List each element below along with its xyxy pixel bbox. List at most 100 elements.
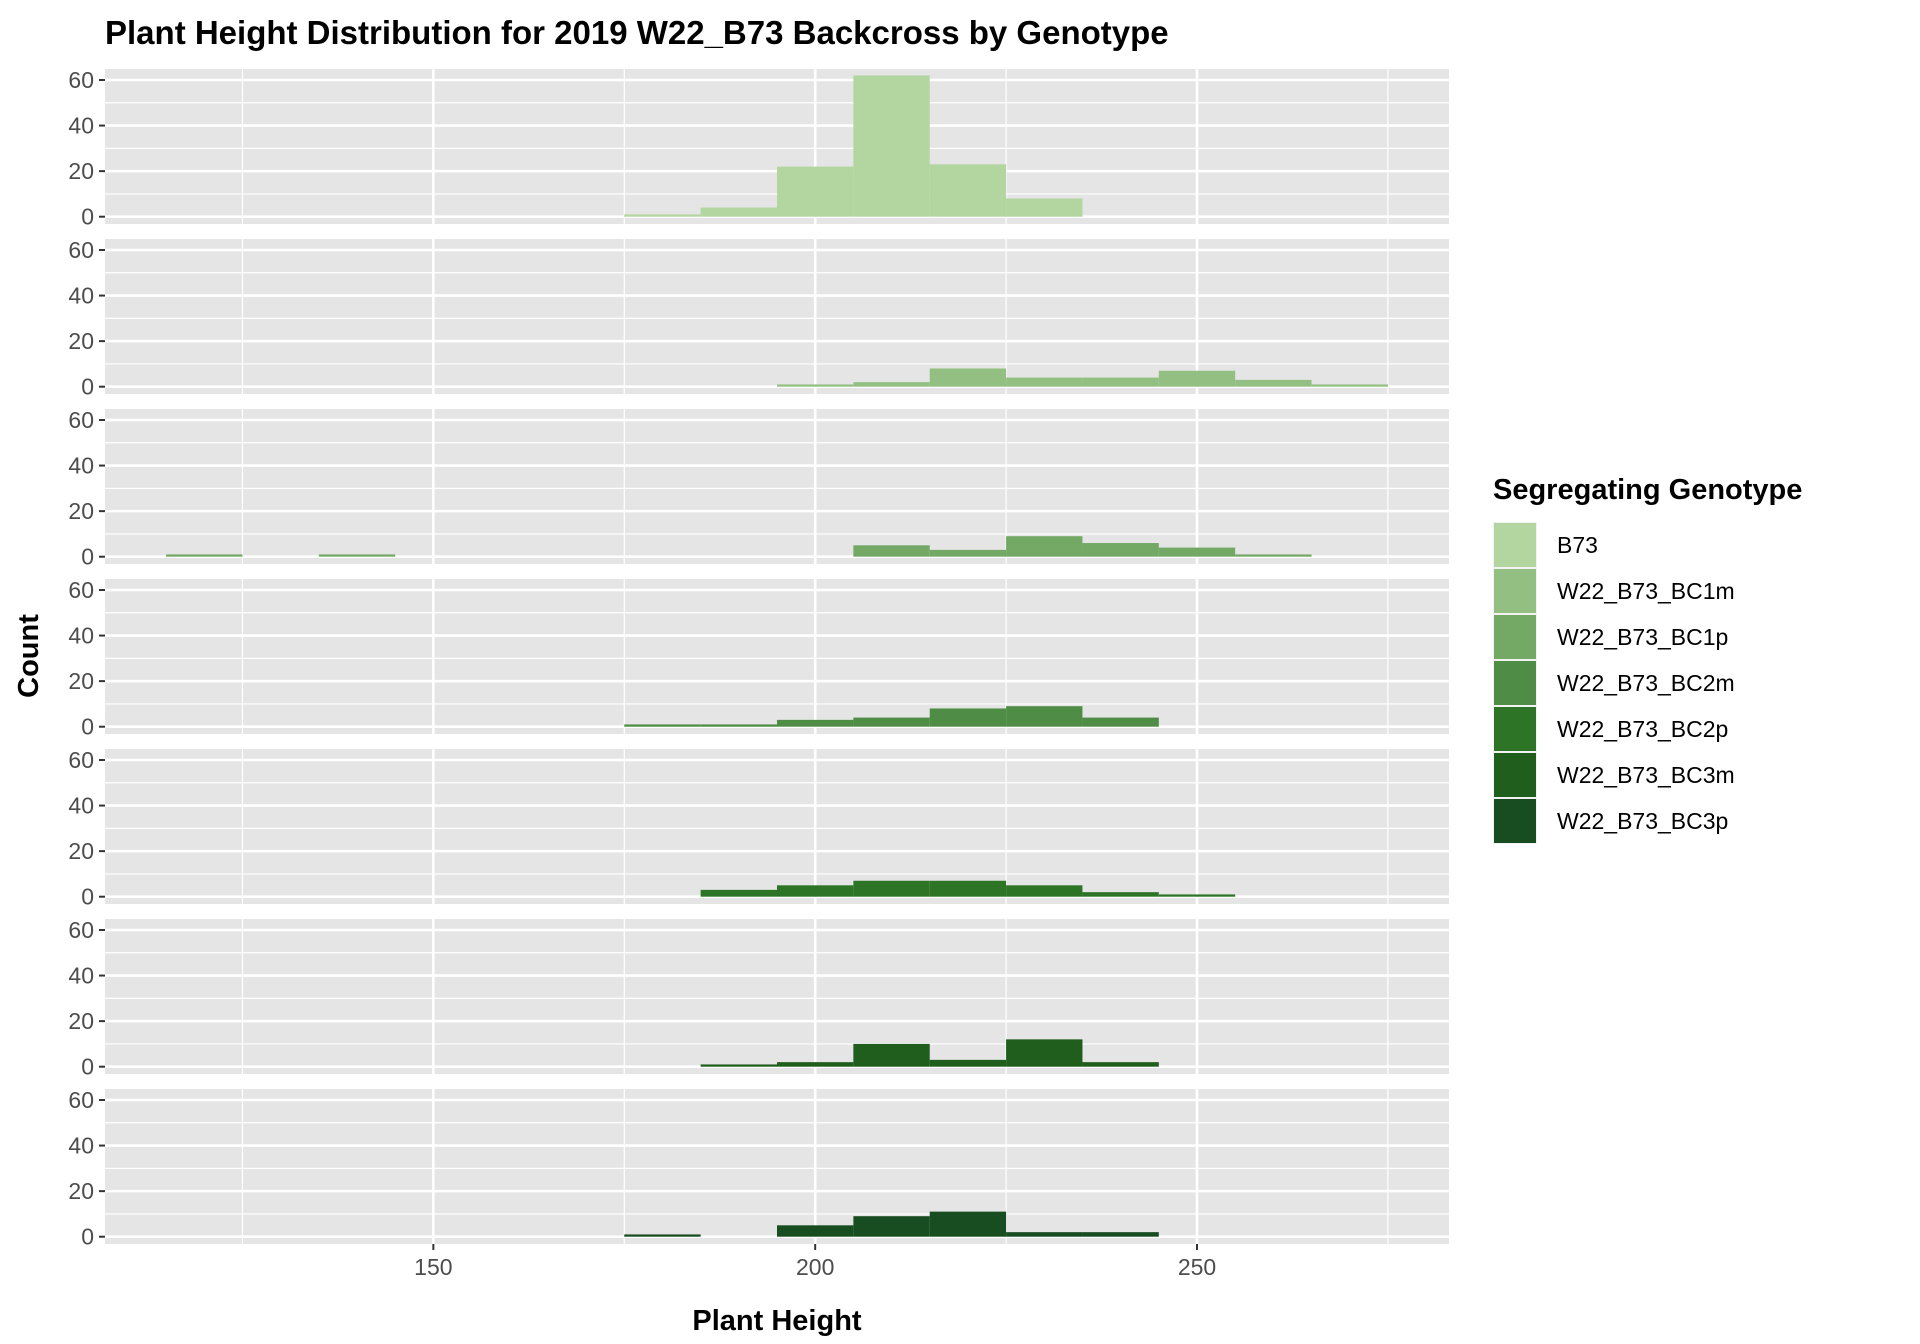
histogram-bar: [1006, 1039, 1083, 1067]
histogram-bar: [1006, 377, 1083, 387]
histogram-bar: [624, 214, 701, 217]
histogram-bar: [853, 545, 930, 557]
legend-swatch: [1494, 615, 1536, 659]
histogram-bar: [700, 889, 777, 897]
legend-label: W22_B73_BC3m: [1557, 762, 1735, 788]
legend-swatch: [1494, 523, 1536, 567]
histogram-bar: [777, 166, 854, 217]
x-axis: 150 200 250: [414, 1244, 1216, 1280]
histogram-bar: [853, 75, 930, 217]
y-tick-label: 20: [68, 1008, 94, 1034]
histogram-bar: [929, 880, 1007, 897]
legend-swatch: [1494, 753, 1536, 797]
y-tick-label: 20: [68, 1178, 94, 1204]
histogram-bar: [1082, 1232, 1159, 1237]
y-tick-label: 40: [68, 283, 94, 309]
y-tick-label: 40: [68, 453, 94, 479]
facet-panel: 0 20 40 60: [68, 747, 1449, 910]
y-tick-label: 0: [81, 1224, 94, 1250]
histogram-bar: [1082, 1062, 1159, 1067]
histogram-bar: [624, 724, 701, 727]
histogram-bar: [1082, 543, 1159, 557]
legend-swatch: [1494, 799, 1536, 843]
y-tick-label: 0: [81, 884, 94, 910]
legend-label: B73: [1557, 532, 1598, 558]
facet-panels: 0 20 40 60 0 20 40 60 0 20 40 60 0 20 40 60 0 20 40 60 0 20 40…: [68, 67, 1449, 1250]
legend-label: W22_B73_BC2p: [1557, 716, 1728, 742]
y-tick-label: 60: [68, 917, 94, 943]
histogram-bar: [929, 549, 1007, 557]
histogram-bar: [318, 554, 396, 557]
histogram-bar: [853, 1043, 930, 1067]
histogram-bar: [777, 885, 854, 897]
histogram-bar: [853, 1216, 930, 1237]
y-tick-label: 20: [68, 328, 94, 354]
facet-panel: 0 20 40 60: [68, 577, 1449, 740]
histogram-bar: [777, 719, 854, 727]
histogram-bar: [929, 164, 1007, 217]
y-tick-label: 0: [81, 374, 94, 400]
y-tick-label: 0: [81, 544, 94, 570]
y-tick-label: 60: [68, 747, 94, 773]
panel-background: [105, 579, 1449, 734]
legend-label: W22_B73_BC3p: [1557, 808, 1728, 834]
histogram-bar: [929, 1059, 1007, 1067]
y-tick-label: 20: [68, 158, 94, 184]
histogram-bar: [929, 708, 1007, 727]
histogram-bar: [1082, 377, 1159, 387]
legend-label: W22_B73_BC2m: [1557, 670, 1735, 696]
histogram-bar: [1006, 706, 1083, 727]
y-axis-title: Count: [13, 614, 45, 698]
y-tick-label: 40: [68, 623, 94, 649]
legend-item: B73: [1493, 522, 1598, 568]
histogram-bar: [700, 1064, 777, 1067]
y-tick-label: 20: [68, 668, 94, 694]
legend-label: W22_B73_BC1p: [1557, 624, 1728, 650]
y-tick-label: 40: [68, 963, 94, 989]
x-tick-label: 200: [796, 1254, 834, 1280]
histogram-bar: [1158, 370, 1236, 387]
x-axis-title: Plant Height: [692, 1305, 862, 1337]
y-tick-label: 0: [81, 714, 94, 740]
facet-panel: 0 20 40 60: [68, 917, 1449, 1080]
legend-item: W22_B73_BC3p: [1493, 798, 1728, 844]
panel-background: [105, 749, 1449, 904]
legend-item: W22_B73_BC1m: [1493, 568, 1735, 614]
histogram-bar: [1006, 536, 1083, 557]
y-tick-label: 60: [68, 407, 94, 433]
panel-background: [105, 1089, 1449, 1244]
y-tick-label: 20: [68, 838, 94, 864]
histogram-bar: [1311, 384, 1388, 387]
histogram-bar: [1006, 1232, 1083, 1237]
histogram-bar: [1082, 717, 1159, 727]
legend-items: B73 W22_B73_BC1m W22_B73_BC1p W22_B73_BC2m W…: [1493, 522, 1735, 844]
histogram-bar: [853, 717, 930, 727]
panel-background: [105, 919, 1449, 1074]
facet-panel: 0 20 40 60: [68, 407, 1449, 570]
x-tick-label: 150: [414, 1254, 452, 1280]
histogram-bar: [929, 1211, 1007, 1237]
histogram-bar: [853, 382, 930, 387]
histogram-bar: [777, 1225, 854, 1237]
histogram-bar: [1006, 885, 1083, 897]
histogram-bar: [777, 1062, 854, 1067]
histogram-bar: [853, 880, 930, 897]
histogram-bar: [1082, 892, 1159, 897]
y-tick-label: 20: [68, 498, 94, 524]
histogram-bar: [1158, 547, 1236, 557]
y-tick-label: 40: [68, 1133, 94, 1159]
histogram-bar: [700, 724, 777, 727]
histogram-bar: [929, 368, 1007, 387]
panel-background: [105, 409, 1449, 564]
legend-swatch: [1494, 569, 1536, 613]
histogram-bar: [1006, 198, 1083, 217]
histogram-bar: [777, 384, 854, 387]
y-tick-label: 0: [81, 1054, 94, 1080]
legend-item: W22_B73_BC3m: [1493, 752, 1735, 798]
legend-item: W22_B73_BC2m: [1493, 660, 1735, 706]
y-tick-label: 60: [68, 1087, 94, 1113]
histogram-bar: [700, 207, 777, 217]
histogram-bar: [1235, 379, 1312, 387]
legend-swatch: [1494, 661, 1536, 705]
